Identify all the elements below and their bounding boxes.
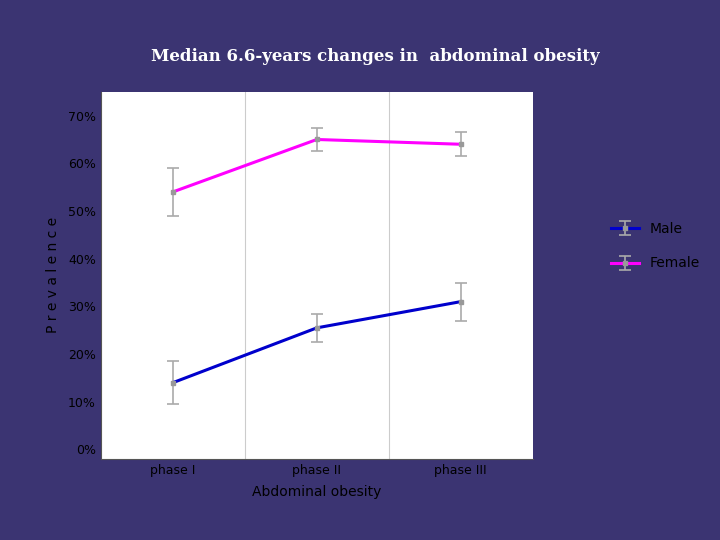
Text: Median 6.6-years changes in  abdominal obesity: Median 6.6-years changes in abdominal ob… [151,48,600,65]
Legend: Male, Female: Male, Female [604,215,707,278]
X-axis label: Abdominal obesity: Abdominal obesity [252,485,382,499]
Y-axis label: P r e v a l e n c e: P r e v a l e n c e [45,217,60,334]
